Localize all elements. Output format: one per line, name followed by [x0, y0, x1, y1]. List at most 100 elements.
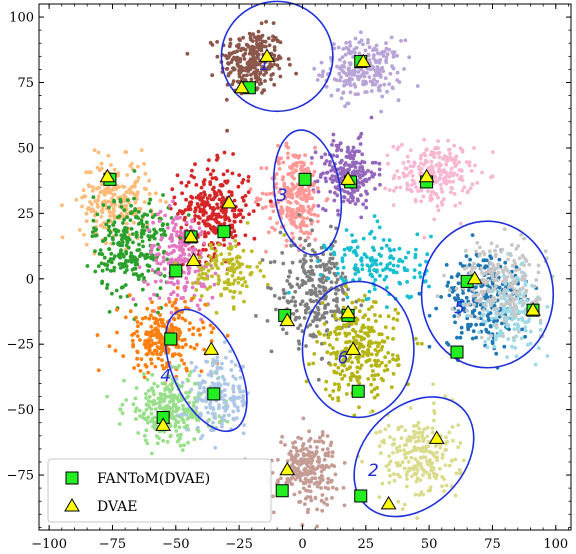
dvae-marker: [183, 228, 199, 243]
embedding-point: [311, 173, 315, 178]
embedding-point: [324, 497, 329, 501]
embedding-point: [153, 327, 157, 332]
embedding-point: [481, 272, 486, 277]
embedding-point: [410, 183, 414, 187]
embedding-point: [380, 94, 385, 99]
embedding-point: [459, 174, 464, 179]
embedding-point: [277, 56, 281, 60]
embedding-point: [145, 441, 150, 446]
embedding-point: [95, 333, 100, 337]
embedding-point: [402, 452, 407, 457]
embedding-point: [466, 189, 470, 194]
embedding-point: [256, 56, 260, 60]
embedding-point: [378, 429, 383, 434]
embedding-point: [520, 316, 524, 320]
embedding-point: [485, 309, 490, 313]
embedding-point: [317, 277, 322, 282]
embedding-point: [235, 265, 240, 270]
embedding-point: [94, 227, 98, 232]
embedding-point: [513, 346, 518, 350]
embedding-point: [176, 315, 181, 320]
embedding-point: [332, 464, 337, 468]
points-layer: [60, 19, 555, 529]
cluster-label: 5: [454, 299, 465, 319]
embedding-point: [364, 198, 368, 203]
embedding-point: [146, 420, 150, 425]
embedding-point: [228, 349, 233, 354]
embedding-point: [283, 443, 287, 447]
embedding-point: [180, 211, 185, 216]
embedding-point: [434, 306, 439, 311]
embedding-point: [151, 220, 156, 225]
embedding-point: [298, 243, 303, 248]
embedding-point: [368, 329, 372, 334]
embedding-point: [131, 344, 136, 349]
embedding-point: [306, 464, 310, 469]
embedding-point: [362, 160, 367, 165]
embedding-point: [303, 153, 307, 158]
embedding-point: [243, 78, 248, 82]
embedding-point: [257, 62, 262, 67]
embedding-point: [193, 269, 198, 274]
embedding-point: [165, 364, 169, 369]
embedding-point: [437, 166, 441, 170]
embedding-point: [286, 189, 291, 194]
embedding-point: [376, 349, 380, 354]
embedding-point: [195, 281, 200, 285]
embedding-point: [451, 438, 455, 443]
embedding-point: [450, 425, 455, 429]
embedding-point: [427, 450, 432, 454]
embedding-point: [225, 179, 230, 184]
embedding-point: [174, 429, 179, 433]
embedding-point: [180, 191, 185, 196]
embedding-point: [150, 309, 155, 313]
embedding-point: [372, 214, 377, 219]
embedding-point: [328, 393, 332, 398]
embedding-point: [96, 150, 101, 155]
embedding-point: [177, 248, 182, 252]
embedding-point: [332, 264, 337, 269]
embedding-point: [469, 169, 474, 173]
embedding-point: [243, 280, 248, 284]
embedding-point: [205, 200, 210, 205]
embedding-point: [316, 439, 321, 444]
embedding-point: [173, 261, 178, 266]
embedding-point: [209, 226, 213, 231]
embedding-point: [235, 405, 240, 410]
embedding-point: [483, 340, 488, 344]
embedding-point: [401, 171, 406, 176]
embedding-point: [151, 402, 156, 407]
embedding-point: [122, 232, 126, 237]
embedding-point: [422, 235, 427, 240]
embedding-point: [440, 484, 444, 488]
embedding-point: [387, 238, 392, 243]
embedding-point: [401, 161, 406, 165]
embedding-point: [367, 307, 371, 312]
embedding-point: [291, 219, 296, 224]
embedding-point: [197, 307, 202, 312]
embedding-point: [189, 370, 193, 374]
embedding-point: [427, 284, 431, 289]
embedding-point: [472, 314, 477, 319]
embedding-point: [417, 438, 421, 443]
embedding-point: [296, 190, 301, 195]
embedding-point: [268, 216, 273, 221]
embedding-point: [502, 277, 507, 282]
embedding-point: [449, 186, 454, 190]
embedding-point: [352, 150, 357, 155]
embedding-point: [99, 161, 104, 166]
embedding-point: [203, 272, 208, 276]
embedding-point: [238, 270, 243, 275]
embedding-point: [324, 262, 329, 267]
embedding-point: [399, 436, 404, 441]
embedding-point: [376, 51, 380, 56]
embedding-point: [334, 261, 339, 266]
embedding-point: [436, 195, 440, 200]
embedding-point: [260, 90, 264, 95]
embedding-point: [375, 71, 379, 76]
embedding-point: [179, 232, 183, 237]
embedding-point: [419, 153, 424, 158]
embedding-point: [276, 143, 280, 148]
embedding-point: [129, 251, 134, 256]
embedding-point: [493, 254, 498, 259]
